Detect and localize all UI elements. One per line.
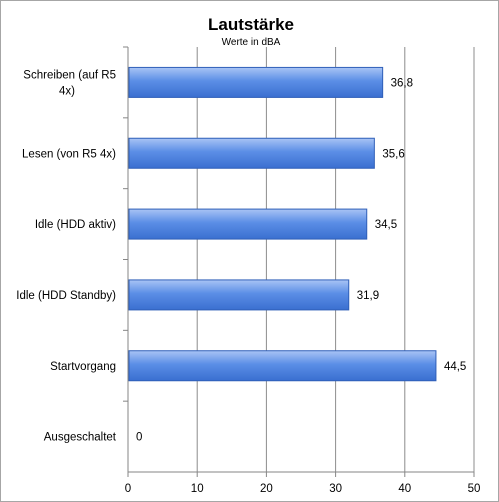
bar [128,350,437,382]
gridlines [123,46,475,477]
x-tick-label: 20 [260,483,273,495]
x-tick-label: 30 [329,483,342,495]
x-tick-label: 50 [468,483,481,495]
chart-title: Lautstärke [208,15,294,34]
category-label: Ausgeschaltet [44,432,117,444]
category-label: Lesen (von R5 4x) [22,148,116,160]
bars [128,66,437,382]
chart-subtitle: Werte in dBA [222,37,281,48]
x-tick-label: 40 [398,483,411,495]
x-tick-label: 10 [191,483,204,495]
data-label: 36,8 [391,77,413,89]
data-label: 31,9 [357,290,379,302]
labels: 0 10 20 30 40 50 36,8 Schreiben (auf R5 4x) 35,6 L… [16,69,480,495]
data-label: 35,6 [382,148,404,160]
category-label: Schreiben (auf R5 [23,69,116,81]
category-label: Startvorgang [50,361,116,373]
data-label: 44,5 [444,361,466,373]
data-label: 34,5 [375,219,397,231]
x-tick-label: 0 [125,483,131,495]
bar [128,279,350,311]
data-label: 0 [136,432,142,444]
category-label: Idle (HDD Standby) [16,290,116,302]
bar [128,208,368,240]
category-label: 4x) [59,85,75,97]
bar [128,66,384,98]
category-label: Idle (HDD aktiv) [35,219,116,231]
bar [128,137,375,169]
